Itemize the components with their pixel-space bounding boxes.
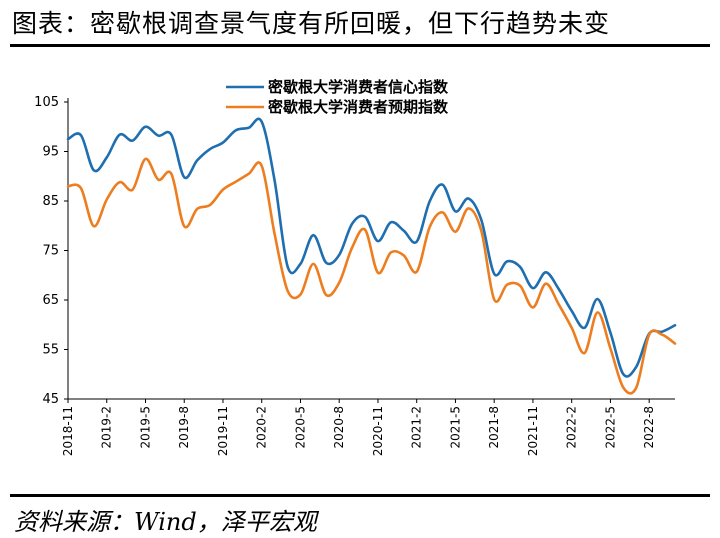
y-tick-label: 105 bbox=[34, 95, 59, 110]
x-tick-label: 2018-11 bbox=[61, 406, 75, 456]
x-tick-label: 2021-2 bbox=[410, 406, 424, 449]
x-tick-label: 2022-8 bbox=[642, 406, 656, 449]
legend-label-1: 密歇根大学消费者信心指数 bbox=[268, 78, 449, 96]
source-note: 资料来源：Wind，泽平宏观 bbox=[14, 508, 317, 536]
x-tick-label: 2020-8 bbox=[332, 406, 346, 449]
x-tick-label: 2021-5 bbox=[448, 406, 462, 449]
top-rule bbox=[10, 44, 710, 47]
bottom-rule bbox=[10, 494, 710, 497]
x-tick-label: 2022-2 bbox=[565, 406, 579, 449]
x-tick-label: 2021-11 bbox=[526, 406, 540, 456]
figure-title: 图表：密歇根调查景气度有所回暖，但下行趋势未变 bbox=[12, 9, 611, 38]
x-tick-label: 2019-8 bbox=[177, 406, 191, 449]
x-tick-label: 2019-2 bbox=[100, 406, 114, 449]
y-tick-label: 85 bbox=[42, 194, 59, 209]
y-tick-label: 55 bbox=[42, 343, 59, 358]
x-tick-label: 2022-5 bbox=[603, 406, 617, 449]
y-tick-label: 75 bbox=[42, 244, 59, 259]
series-line-2 bbox=[66, 157, 677, 395]
x-tick-label: 2019-5 bbox=[138, 406, 152, 449]
y-tick-label: 45 bbox=[42, 392, 59, 407]
x-tick-label: 2020-5 bbox=[293, 406, 307, 449]
y-tick-label: 95 bbox=[42, 145, 59, 160]
series-line-1 bbox=[66, 117, 677, 378]
y-tick-label: 65 bbox=[42, 293, 59, 308]
legend-label-2: 密歇根大学消费者预期指数 bbox=[268, 98, 449, 116]
x-tick-label: 2020-2 bbox=[255, 406, 269, 449]
x-tick-label: 2021-8 bbox=[487, 406, 501, 449]
x-tick-label: 2020-11 bbox=[371, 406, 385, 456]
x-tick-label: 2019-11 bbox=[216, 406, 230, 456]
